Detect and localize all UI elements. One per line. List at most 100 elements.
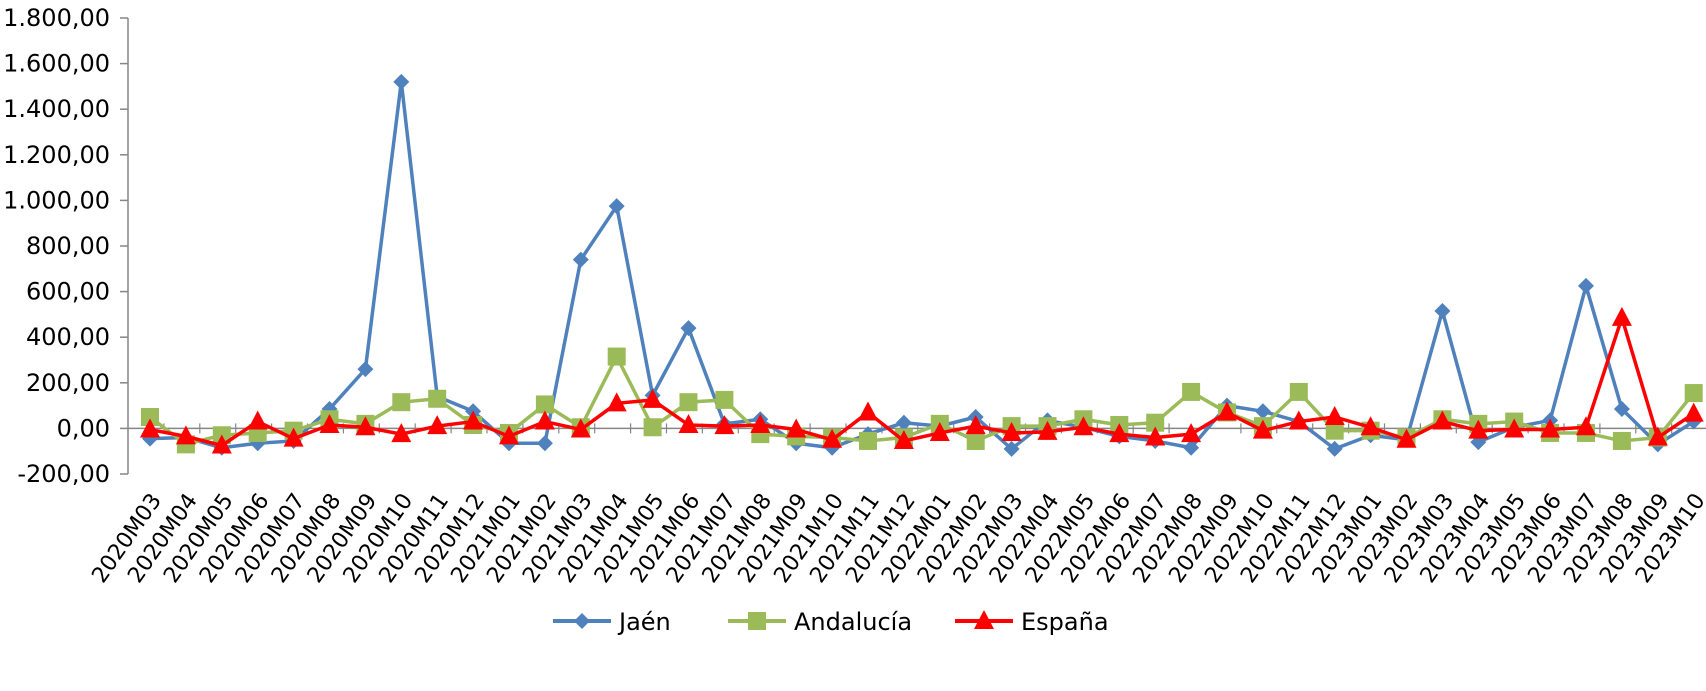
data-point-espa-a	[534, 410, 555, 430]
y-tick-label: 1.200,00	[3, 141, 110, 169]
legend-label-ja-n: Jaén	[617, 608, 671, 636]
data-point-espa-a	[929, 421, 950, 441]
data-point-andaluc-a	[1325, 421, 1344, 440]
data-point-espa-a	[1001, 421, 1022, 441]
data-point-andaluc-a	[392, 393, 411, 412]
y-tick-label: 200,00	[26, 369, 110, 397]
data-point-ja-n	[608, 198, 625, 215]
data-point-espa-a	[570, 418, 591, 438]
data-point-ja-n	[393, 73, 410, 90]
data-point-espa-a	[642, 388, 663, 408]
data-point-espa-a	[893, 429, 914, 449]
data-point-espa-a	[1576, 416, 1596, 436]
data-point-espa-a	[858, 401, 878, 421]
data-point-andaluc-a	[679, 393, 698, 412]
legend-item-espa-a: España	[955, 608, 1109, 636]
data-point-espa-a	[247, 410, 268, 430]
series-line-ja-n	[149, 80, 1695, 451]
data-point-espa-a	[786, 418, 807, 438]
data-point-espa-a	[1504, 418, 1525, 438]
data-point-espa-a	[1037, 420, 1058, 440]
series-ja-n	[142, 73, 1702, 457]
legend-marker-ja-n	[574, 613, 590, 629]
data-point-espa-a	[1145, 426, 1166, 446]
data-point-ja-n	[1183, 439, 1200, 456]
data-point-espa-a	[140, 418, 160, 438]
data-point-espa-a	[499, 425, 519, 445]
data-point-espa-a	[1611, 306, 1632, 326]
data-point-espa-a	[1181, 423, 1202, 443]
legend-marker-andaluc-a	[748, 612, 766, 630]
data-point-espa-a	[427, 415, 448, 435]
data-point-espa-a	[391, 423, 412, 443]
y-tick-label: 1.000,00	[3, 186, 110, 214]
data-point-espa-a	[1073, 416, 1094, 436]
chart-legend: Jaén Andalucía España	[553, 608, 1109, 636]
data-point-ja-n	[1326, 440, 1343, 457]
data-point-andaluc-a	[607, 347, 626, 366]
data-point-espa-a	[355, 416, 376, 436]
data-point-andaluc-a	[1612, 431, 1631, 450]
data-point-espa-a	[211, 434, 232, 454]
data-point-andaluc-a	[1684, 384, 1703, 403]
data-point-espa-a	[319, 413, 340, 433]
y-tick-label: 1.400,00	[3, 95, 110, 123]
data-point-espa-a	[750, 413, 771, 433]
chart-series	[140, 73, 1704, 457]
data-point-ja-n	[1254, 403, 1271, 420]
data-point-andaluc-a	[643, 418, 662, 437]
data-point-andaluc-a	[1146, 413, 1165, 432]
data-point-andaluc-a	[859, 431, 877, 450]
data-point-espa-a	[965, 415, 986, 435]
data-point-espa-a	[1217, 401, 1237, 421]
data-point-espa-a	[1468, 419, 1489, 439]
data-point-espa-a	[1109, 423, 1130, 443]
data-point-espa-a	[1647, 426, 1668, 446]
data-point-espa-a	[463, 410, 484, 430]
data-point-ja-n	[572, 251, 589, 268]
y-tick-label: 800,00	[26, 232, 110, 260]
y-tick-label: 0,00	[57, 414, 110, 442]
data-point-espa-a	[606, 392, 627, 412]
data-point-ja-n	[357, 361, 374, 378]
legend-label-andaluc-a: Andalucía	[794, 608, 912, 636]
data-point-espa-a	[1324, 406, 1345, 425]
legend-marker-espa-a	[974, 610, 994, 629]
data-point-espa-a	[822, 428, 843, 448]
data-point-ja-n	[895, 414, 912, 431]
data-point-andaluc-a	[141, 408, 159, 426]
data-point-ja-n	[1578, 277, 1594, 294]
data-point-espa-a	[1432, 410, 1453, 430]
data-point-ja-n	[1003, 440, 1020, 457]
data-point-ja-n	[1434, 302, 1451, 319]
data-point-espa-a	[1288, 410, 1309, 430]
data-point-andaluc-a	[535, 395, 554, 414]
data-point-andaluc-a	[966, 431, 985, 450]
data-point-espa-a	[283, 427, 304, 447]
y-tick-label: 600,00	[26, 278, 110, 306]
series-espa-a	[140, 306, 1704, 454]
data-point-ja-n	[680, 320, 697, 337]
data-point-andaluc-a	[1182, 382, 1201, 401]
data-point-espa-a	[1360, 416, 1381, 436]
data-point-ja-n	[536, 435, 553, 452]
y-tick-label: -200,00	[17, 460, 110, 488]
data-point-espa-a	[1683, 402, 1704, 422]
data-point-espa-a	[1396, 428, 1417, 448]
legend-item-andaluc-a: Andalucía	[728, 608, 912, 636]
data-point-andaluc-a	[715, 390, 734, 409]
y-tick-label: 1.600,00	[3, 50, 110, 78]
x-axis-tick-labels: 2020M032020M042020M052020M062020M072020M…	[87, 489, 1706, 588]
legend-label-espa-a: España	[1021, 608, 1109, 636]
data-point-andaluc-a	[1289, 382, 1308, 401]
data-point-espa-a	[1252, 419, 1273, 439]
legend-item-ja-n: Jaén	[553, 608, 671, 636]
data-point-espa-a	[678, 413, 699, 433]
y-tick-label: 400,00	[26, 323, 110, 351]
data-point-espa-a	[714, 415, 735, 435]
data-point-espa-a	[1540, 418, 1561, 438]
data-point-espa-a	[175, 425, 196, 445]
data-point-andaluc-a	[428, 389, 447, 408]
y-tick-label: 1.800,00	[3, 4, 110, 32]
